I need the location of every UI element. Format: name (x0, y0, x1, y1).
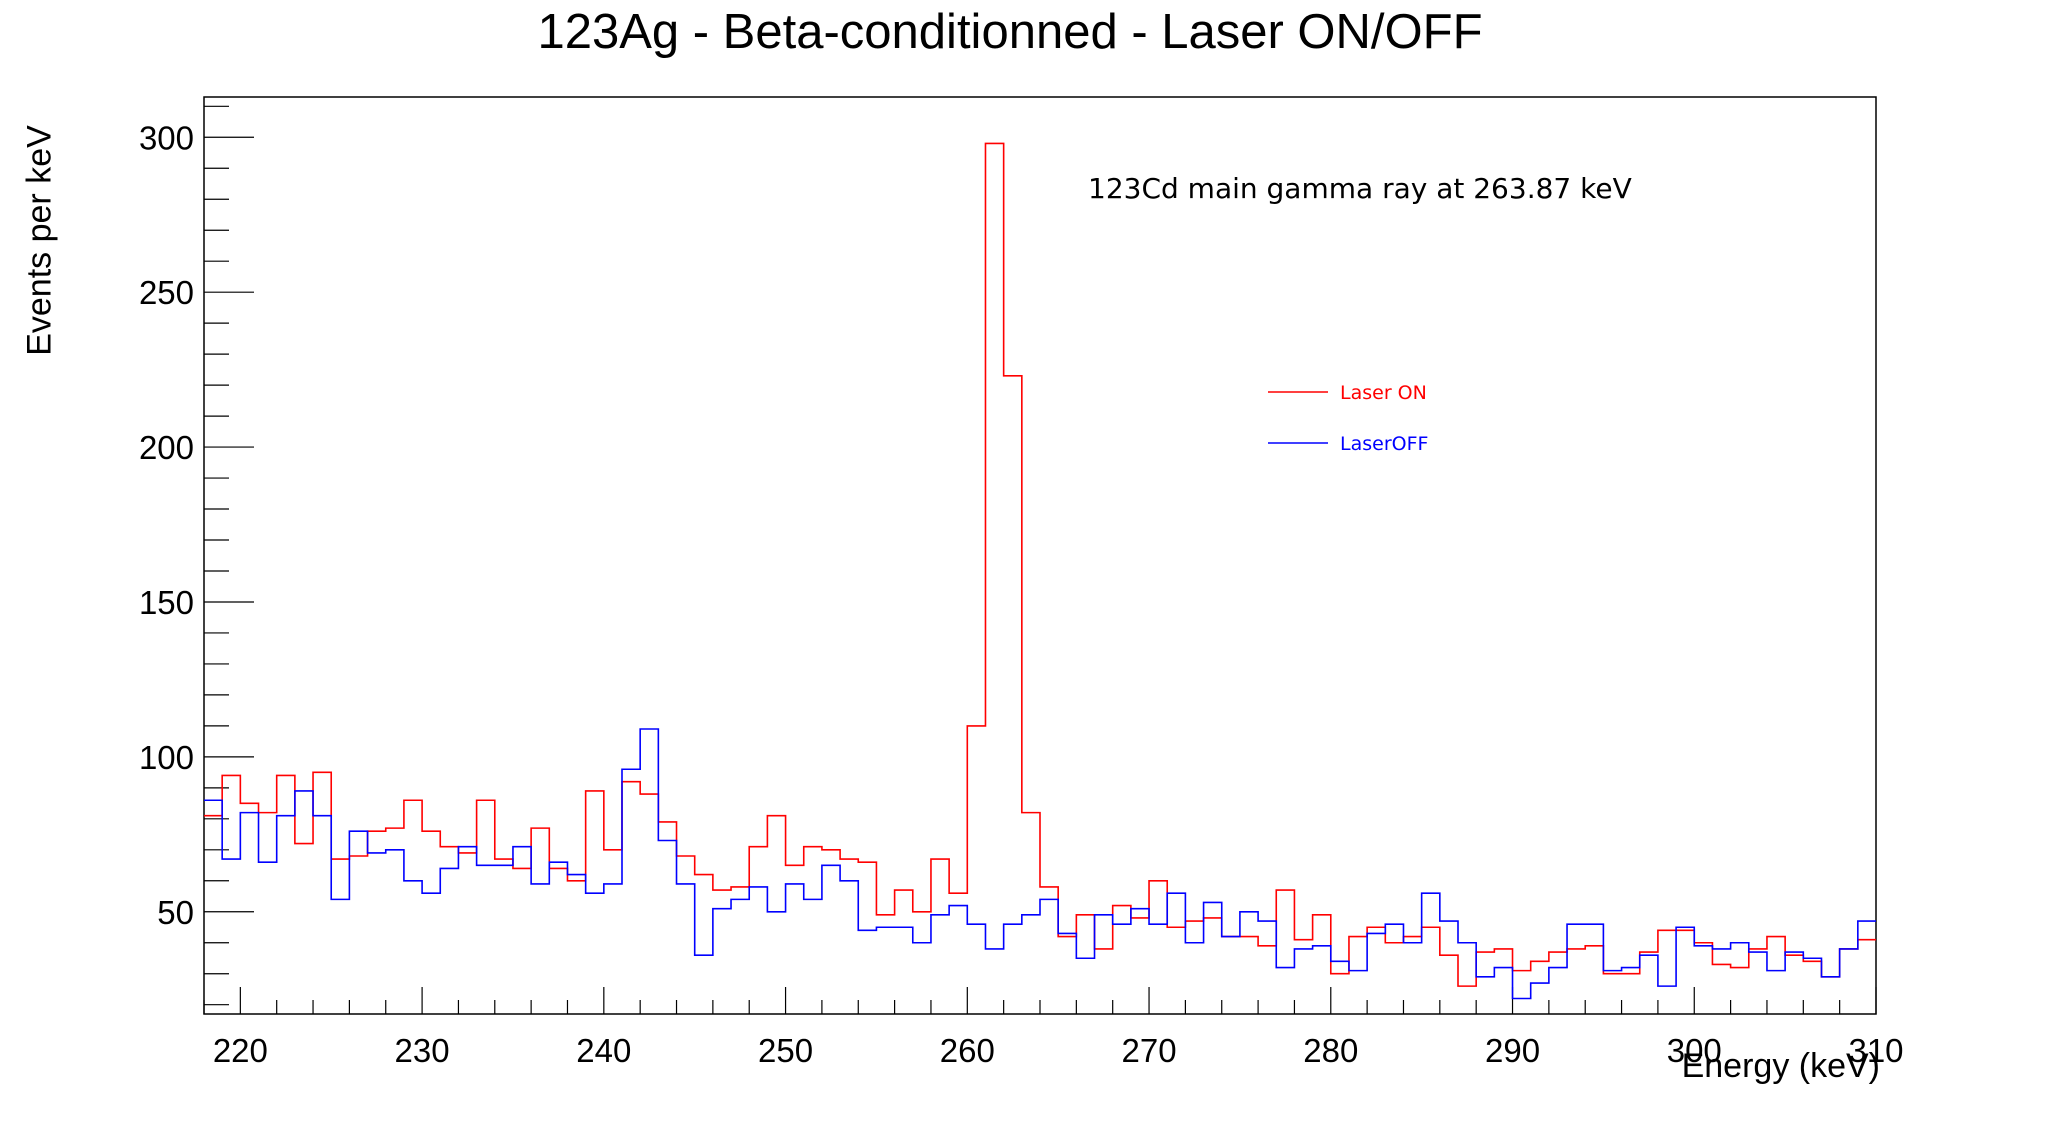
x-tick-label: 250 (758, 1032, 813, 1069)
x-tick-label: 300 (1667, 1032, 1722, 1069)
x-tick-label: 290 (1485, 1032, 1540, 1069)
x-tick-label: 310 (1848, 1032, 1903, 1069)
chart-title: 123Ag - Beta-conditionned - Laser ON/OFF (537, 5, 1483, 59)
x-tick-label: 220 (213, 1032, 268, 1069)
y-tick-label: 250 (139, 274, 194, 311)
series-laser-on-line (204, 142, 1876, 987)
legend-laser-on-label: Laser ON (1340, 382, 1427, 404)
y-tick-label: 150 (139, 584, 194, 621)
legend-laser-off-label: LaserOFF (1340, 433, 1428, 455)
x-tick-label: 230 (395, 1032, 450, 1069)
y-tick-label: 200 (139, 429, 194, 466)
y-tick-label: 50 (157, 894, 194, 931)
x-axis-label: Energy (keV) (1681, 1047, 1880, 1085)
gamma-ray-annotation: 123Cd main gamma ray at 263.87 keV (1088, 172, 1632, 205)
x-tick-label: 260 (940, 1032, 995, 1069)
series-laser-off-line (204, 728, 1876, 1000)
x-tick-label: 240 (576, 1032, 631, 1069)
x-tick-label: 270 (1122, 1032, 1177, 1069)
y-tick-label: 100 (139, 739, 194, 776)
y-tick-label: 300 (139, 119, 194, 156)
x-tick-label: 280 (1303, 1032, 1358, 1069)
